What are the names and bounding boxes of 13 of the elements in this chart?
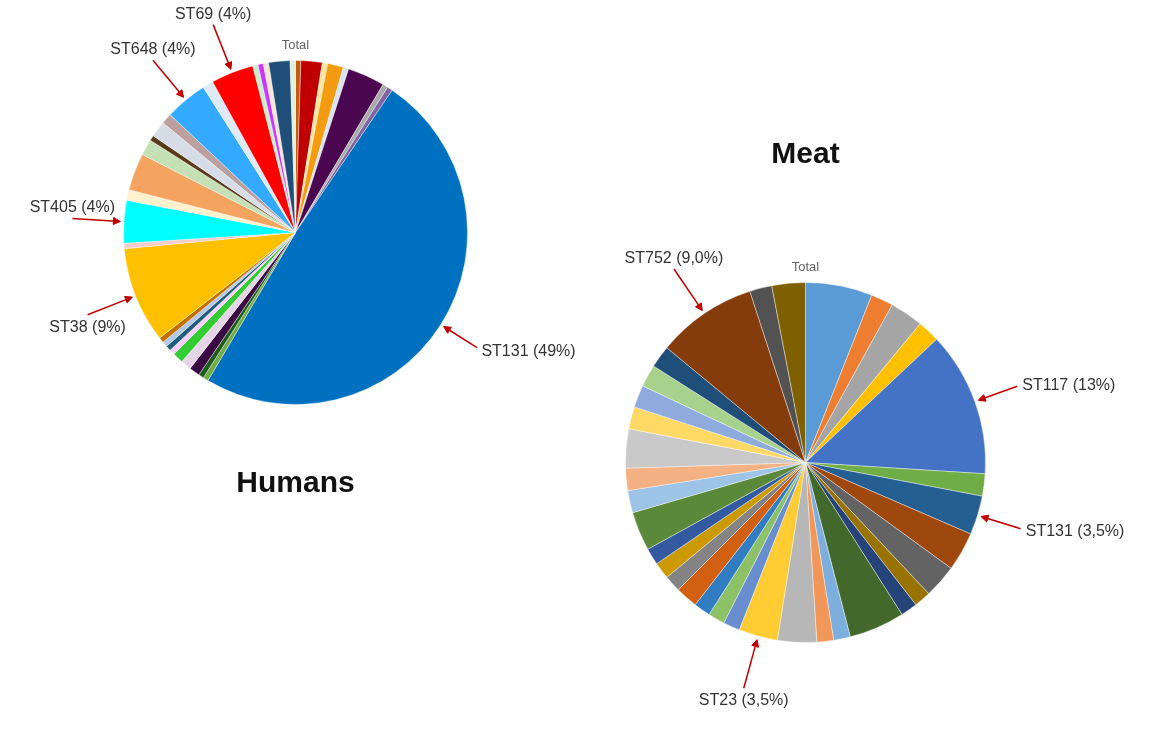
slice-label: ST117 (13%)	[1022, 375, 1116, 393]
slice-label: ST752 (9,0%)	[624, 248, 724, 266]
text: Total	[281, 36, 310, 52]
slice-label: ST131 (3,5%)	[1025, 521, 1125, 539]
slice-label: ST648 (4%)	[110, 40, 196, 58]
slice-label: ST405 (4%)	[29, 198, 116, 216]
text: Humans	[236, 465, 355, 499]
slice-label: ST38 (9%)	[49, 317, 126, 335]
slice-label: ST69 (4%)	[174, 4, 252, 22]
slice-label: ST23 (3,5%)	[698, 691, 789, 709]
text: Total	[791, 258, 820, 274]
slice-label: ST131 (49%)	[481, 341, 576, 359]
chart-title: Meat	[771, 136, 840, 170]
